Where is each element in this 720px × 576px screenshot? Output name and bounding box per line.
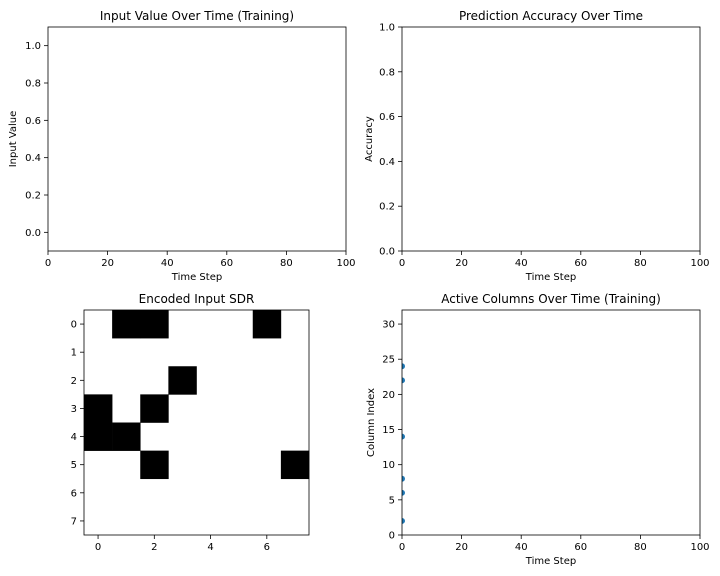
- y-tick-label: 5: [389, 495, 395, 506]
- x-tick-label: 2: [151, 542, 157, 553]
- y-tick-label: 4: [71, 432, 77, 443]
- y-tick-label: 0.4: [379, 157, 395, 168]
- sdr-cell-active: [140, 394, 169, 423]
- y-tick-label: 0.8: [379, 67, 395, 78]
- x-tick-label: 4: [207, 542, 213, 553]
- x-tick-label: 100: [690, 542, 709, 553]
- y-tick-label: 7: [71, 516, 77, 527]
- y-tick-label: 6: [71, 488, 77, 499]
- x-tick-label: 0: [45, 258, 51, 269]
- chart-title: Active Columns Over Time (Training): [441, 292, 661, 306]
- sdr-cell-active: [84, 394, 113, 423]
- y-tick-label: 0.2: [25, 191, 41, 202]
- y-tick-label: 5: [71, 460, 77, 471]
- scatter-point: [402, 517, 405, 524]
- y-tick-label: 30: [382, 320, 395, 331]
- sdr-cell-active: [280, 450, 310, 480]
- y-tick-label: 10: [382, 460, 395, 471]
- x-axis-label: Time Step: [525, 556, 576, 567]
- scatter-point: [402, 489, 405, 496]
- y-axis-label: Input Value: [8, 111, 19, 168]
- sdr-cell-active: [252, 310, 282, 339]
- scatter-point: [402, 475, 405, 482]
- subplot-3: Encoded Input SDR 0 2 4 6 0 1 2 3 4 5 6 7: [71, 292, 310, 553]
- sdr-cell-active: [168, 366, 197, 395]
- y-tick-label: 25: [382, 355, 395, 366]
- y-axis-label: Column Index: [366, 388, 377, 457]
- x-tick-label: 80: [634, 258, 647, 269]
- chart-title: Input Value Over Time (Training): [100, 9, 294, 23]
- x-tick-label: 6: [264, 542, 270, 553]
- sdr-cell-active: [112, 310, 141, 339]
- y-axis-label: Accuracy: [364, 116, 375, 162]
- subplot-2: Prediction Accuracy Over Time 0 20 40 60 80 10…: [364, 9, 710, 283]
- subplot-4: Active Columns Over Time (Training) 0 20 40…: [366, 292, 710, 567]
- sdr-cell-active: [112, 422, 141, 451]
- plot-frame: [401, 309, 701, 536]
- y-tick-label: 0.6: [379, 112, 395, 123]
- x-axis-label: Time Step: [525, 272, 576, 283]
- x-tick-label: 80: [634, 542, 647, 553]
- x-tick-label: 40: [515, 542, 528, 553]
- x-tick-label: 20: [455, 258, 468, 269]
- sdr-cell-active: [140, 450, 169, 480]
- plot-frame: [47, 26, 347, 252]
- x-tick-label: 80: [280, 258, 293, 269]
- sdr-cell-active: [140, 310, 169, 339]
- y-tick-label: 3: [71, 404, 77, 415]
- x-tick-label: 40: [161, 258, 174, 269]
- x-tick-label: 60: [574, 258, 587, 269]
- sdr-cell-active: [84, 422, 113, 451]
- y-tick-label: 0.6: [25, 116, 41, 127]
- plot-frame: [83, 309, 310, 536]
- y-tick-label: 1.0: [379, 23, 395, 34]
- x-tick-label: 60: [574, 542, 587, 553]
- x-tick-label: 20: [101, 258, 114, 269]
- scatter-point: [402, 363, 405, 370]
- y-tick-label: 20: [382, 390, 395, 401]
- y-tick-label: 2: [71, 376, 77, 387]
- y-tick-label: 15: [382, 425, 395, 436]
- plot-frame: [401, 26, 701, 252]
- x-tick-label: 60: [220, 258, 233, 269]
- scatter-point: [402, 377, 405, 384]
- chart-title: Encoded Input SDR: [139, 292, 255, 306]
- subplot-1: Input Value Over Time (Training) 0 20 40 60 8…: [8, 9, 356, 283]
- scatter-point: [402, 433, 405, 440]
- y-tick-label: 0.8: [25, 79, 41, 90]
- y-tick-label: 1.0: [25, 41, 41, 52]
- x-tick-label: 100: [690, 258, 709, 269]
- y-tick-label: 0.0: [379, 247, 395, 258]
- x-tick-label: 40: [515, 258, 528, 269]
- chart-title: Prediction Accuracy Over Time: [459, 9, 643, 23]
- x-tick-label: 100: [336, 258, 355, 269]
- y-tick-label: 0: [389, 531, 395, 542]
- x-tick-label: 0: [95, 542, 101, 553]
- x-tick-label: 20: [455, 542, 468, 553]
- x-tick-label: 0: [399, 258, 405, 269]
- x-axis-label: Time Step: [171, 272, 222, 283]
- y-tick-label: 0.0: [25, 228, 41, 239]
- y-tick-label: 0.2: [379, 202, 395, 213]
- y-tick-label: 0.4: [25, 153, 41, 164]
- y-tick-label: 1: [71, 348, 77, 359]
- x-tick-label: 0: [399, 542, 405, 553]
- y-tick-label: 0: [71, 320, 77, 331]
